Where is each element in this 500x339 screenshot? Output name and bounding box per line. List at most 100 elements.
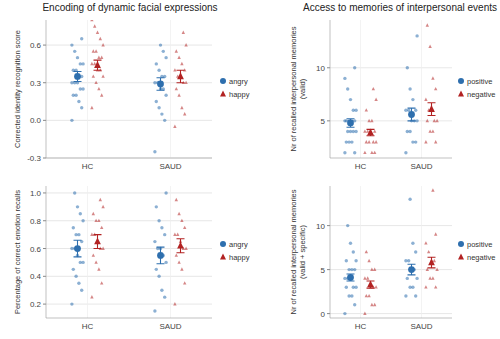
data-point bbox=[372, 87, 375, 90]
data-point bbox=[164, 191, 167, 194]
tick-mark bbox=[43, 45, 46, 46]
error-bar bbox=[347, 274, 355, 281]
grid-line bbox=[46, 220, 212, 221]
data-point bbox=[411, 98, 414, 101]
y-axis-label-line: (valid) bbox=[298, 78, 307, 99]
data-point bbox=[74, 233, 77, 236]
category-label: HC bbox=[82, 162, 94, 171]
data-point bbox=[370, 151, 373, 154]
data-point bbox=[365, 294, 368, 297]
y-axis-label-line: Corrected identity recognition score bbox=[13, 30, 22, 148]
data-point bbox=[367, 294, 370, 297]
data-point bbox=[164, 94, 167, 97]
mean-marker bbox=[408, 111, 415, 118]
data-point bbox=[80, 106, 83, 109]
data-point bbox=[367, 119, 370, 122]
data-point bbox=[99, 198, 102, 201]
data-point bbox=[434, 232, 437, 235]
data-point bbox=[177, 56, 180, 59]
tick-mark bbox=[327, 269, 330, 270]
mean-marker bbox=[74, 73, 81, 80]
data-point bbox=[155, 205, 158, 208]
panel-title: Access to memories of interpersonal even… bbox=[303, 2, 497, 13]
data-point bbox=[184, 43, 187, 46]
data-point bbox=[184, 81, 187, 84]
y-axis-label-line: Nr of recalled interpersonal memories bbox=[289, 26, 298, 151]
grid-line bbox=[330, 313, 452, 314]
tick-mark bbox=[43, 220, 46, 221]
data-point bbox=[370, 268, 373, 271]
data-point bbox=[101, 246, 104, 249]
y-axis bbox=[46, 186, 47, 318]
y-axis bbox=[330, 20, 331, 158]
data-point bbox=[424, 140, 427, 143]
data-point bbox=[175, 87, 178, 90]
error-bar bbox=[177, 70, 185, 83]
category-label: HC bbox=[355, 162, 367, 171]
data-point bbox=[404, 294, 407, 297]
data-point bbox=[175, 253, 178, 256]
data-point bbox=[97, 219, 100, 222]
mean-marker bbox=[367, 128, 374, 135]
data-point bbox=[365, 250, 368, 253]
data-point bbox=[345, 140, 348, 143]
tick-mark bbox=[327, 225, 330, 226]
data-point bbox=[99, 37, 102, 40]
grid-line bbox=[330, 67, 452, 68]
data-point bbox=[404, 109, 407, 112]
data-point bbox=[160, 289, 163, 292]
tick-label: 0.6 bbox=[30, 41, 42, 50]
data-point bbox=[94, 260, 97, 263]
category-label: SAUD bbox=[159, 322, 181, 331]
data-point bbox=[374, 140, 377, 143]
data-point bbox=[101, 205, 104, 208]
data-point bbox=[93, 24, 96, 27]
data-point bbox=[373, 303, 376, 306]
data-point bbox=[72, 226, 75, 229]
tick-mark bbox=[327, 67, 330, 68]
data-point bbox=[100, 226, 103, 229]
error-bar bbox=[367, 281, 375, 288]
data-point bbox=[100, 56, 103, 59]
data-point bbox=[373, 268, 376, 271]
tick-label: 1.0 bbox=[30, 189, 42, 198]
data-point bbox=[408, 286, 411, 289]
tick-mark bbox=[327, 313, 330, 314]
data-point bbox=[173, 233, 176, 236]
y-axis bbox=[330, 186, 331, 318]
data-point bbox=[79, 87, 82, 90]
legend-swatch bbox=[220, 253, 226, 259]
y-axis-label-line: Nr of recalled interpersonal memories bbox=[289, 189, 298, 314]
grid-line bbox=[421, 20, 422, 158]
grid-line bbox=[170, 20, 171, 158]
data-point bbox=[373, 129, 376, 132]
y-axis-label: Nr of recalled interpersonal memories(va… bbox=[289, 189, 307, 314]
data-point bbox=[157, 219, 160, 222]
data-point bbox=[428, 44, 431, 47]
data-point bbox=[347, 268, 350, 271]
data-point bbox=[428, 129, 431, 132]
data-point bbox=[90, 20, 93, 21]
mean-marker bbox=[428, 105, 435, 112]
error-bar bbox=[74, 71, 82, 81]
data-point bbox=[163, 295, 166, 298]
data-point bbox=[100, 93, 103, 96]
data-point bbox=[424, 285, 427, 288]
data-point bbox=[352, 250, 355, 253]
data-point bbox=[408, 198, 411, 201]
legend-swatch bbox=[220, 241, 226, 247]
x-axis bbox=[46, 158, 212, 159]
data-point bbox=[162, 50, 165, 53]
tick-mark bbox=[43, 158, 46, 159]
data-point bbox=[365, 140, 368, 143]
data-point bbox=[157, 106, 160, 109]
plot-area bbox=[343, 23, 439, 154]
data-point bbox=[426, 23, 429, 26]
data-point bbox=[370, 303, 373, 306]
legend-swatch bbox=[458, 241, 464, 247]
error-bar bbox=[408, 264, 416, 275]
tick-mark bbox=[43, 82, 46, 83]
data-point bbox=[415, 34, 418, 37]
data-point bbox=[97, 56, 100, 59]
category-label: HC bbox=[82, 322, 94, 331]
